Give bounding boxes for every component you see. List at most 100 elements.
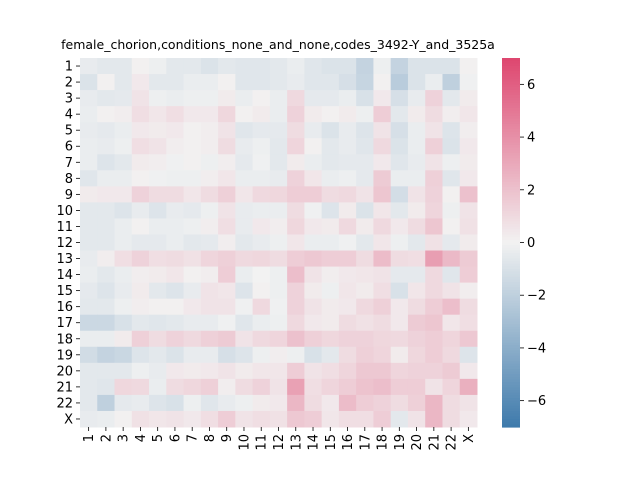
heatmap-cell — [407, 154, 426, 171]
heatmap-cell — [131, 218, 150, 235]
colorbar-segment — [502, 92, 520, 96]
heatmap-cell — [390, 314, 409, 332]
heatmap-cell — [442, 314, 461, 332]
heatmap-cell — [235, 314, 254, 332]
heatmap-cell — [235, 138, 254, 155]
heatmap-cell — [252, 394, 271, 412]
colorbar-segment — [502, 229, 520, 233]
heatmap-cell — [407, 314, 426, 332]
heatmap-cell — [235, 106, 254, 123]
colorbar-segment — [502, 142, 520, 146]
heatmap-cell — [166, 394, 185, 412]
heatmap-cell — [80, 186, 98, 203]
heatmap-cell — [200, 90, 219, 107]
heatmap-cell — [407, 170, 426, 187]
heatmap-cell — [304, 170, 323, 187]
colorbar-segment — [502, 413, 520, 418]
heatmap-cell — [200, 330, 219, 348]
colorbar-segment — [502, 242, 520, 246]
colorbar-segment — [502, 234, 520, 238]
heatmap-cell — [373, 266, 392, 284]
row-tick-label: 12 — [56, 236, 73, 251]
heatmap-cell — [131, 250, 150, 268]
heatmap-cell — [183, 138, 202, 155]
heatmap-cell — [114, 138, 133, 155]
heatmap-cell — [114, 154, 133, 171]
colorbar-segment — [502, 334, 520, 338]
colorbar-segment — [502, 337, 520, 341]
heatmap-cell — [218, 138, 236, 155]
heatmap-cell — [338, 122, 357, 139]
colorbar-segment — [502, 184, 520, 188]
heatmap-cell — [218, 330, 236, 348]
colorbar-segment — [502, 176, 520, 180]
colorbar-segment — [502, 158, 520, 162]
heatmap-cell — [97, 410, 116, 428]
heatmap-cell — [459, 298, 478, 316]
heatmap-cell — [149, 298, 167, 316]
heatmap-cell — [218, 282, 236, 300]
heatmap-cell — [459, 90, 478, 107]
colorbar-segment — [502, 332, 520, 336]
heatmap-cell — [131, 154, 150, 171]
heatmap-cell — [304, 362, 323, 380]
heatmap-cell — [321, 250, 340, 268]
heatmap-cell — [200, 58, 219, 75]
heatmap-cell — [321, 410, 340, 428]
heatmap-cell — [373, 74, 392, 91]
heatmap-cell — [373, 250, 392, 268]
heatmap-cell — [200, 250, 219, 268]
heatmap-cell — [338, 202, 357, 219]
heatmap-cell — [321, 122, 340, 139]
heatmap-cell — [425, 282, 443, 300]
heatmap-cell — [235, 202, 254, 219]
heatmap-cell — [338, 90, 357, 107]
heatmap-cell — [166, 218, 185, 235]
heatmap-cell — [442, 298, 461, 316]
colorbar-segment — [502, 60, 520, 64]
heatmap-cell — [459, 330, 478, 348]
heatmap-cell — [252, 122, 271, 139]
colorbar-segment — [502, 213, 520, 217]
heatmap-cell — [373, 202, 392, 219]
heatmap-cell — [407, 250, 426, 268]
heatmap-cell — [80, 170, 98, 187]
heatmap-cell — [80, 346, 98, 364]
heatmap-cell — [149, 218, 167, 235]
heatmap-cell — [235, 362, 254, 380]
colorbar-segment — [502, 387, 520, 391]
heatmap-cell — [252, 58, 271, 75]
heatmap-cell — [390, 362, 409, 380]
heatmap-cell — [114, 58, 133, 75]
column-tick-label: 8 — [203, 434, 218, 442]
heatmap-cell — [114, 314, 133, 332]
column-tick-label: 2 — [99, 434, 114, 442]
colorbar-segment — [502, 113, 520, 117]
heatmap-cell — [459, 282, 478, 300]
heatmap-cell — [338, 154, 357, 171]
heatmap-cell — [390, 186, 409, 203]
heatmap-cell — [218, 394, 236, 412]
heatmap-cell — [218, 250, 236, 268]
heatmap-cell — [425, 410, 443, 428]
heatmap-cell — [218, 234, 236, 252]
heatmap-cell — [373, 410, 392, 428]
heatmap-cell — [390, 378, 409, 396]
colorbar-segment — [502, 102, 520, 107]
heatmap-cell — [235, 298, 254, 316]
heatmap-cell — [97, 362, 116, 380]
heatmap-cell — [252, 314, 271, 332]
heatmap-cell — [183, 298, 202, 316]
colorbar-segment — [502, 73, 520, 78]
heatmap-cell — [356, 202, 374, 219]
heatmap-cell — [97, 58, 116, 75]
colorbar-segment — [502, 345, 520, 349]
heatmap-cell — [321, 282, 340, 300]
heatmap-cell — [321, 74, 340, 91]
colorbar-segment — [502, 253, 520, 257]
row-tick-label: 9 — [65, 188, 73, 203]
heatmap-cell — [459, 154, 478, 171]
heatmap-cell — [269, 90, 288, 107]
colorbar-segment — [502, 363, 520, 367]
heatmap-cell — [166, 90, 185, 107]
